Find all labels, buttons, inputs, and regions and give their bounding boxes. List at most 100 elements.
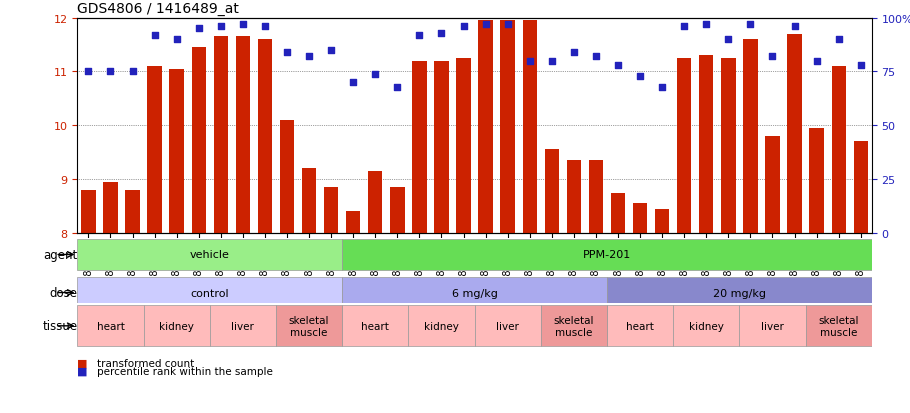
Point [302,54,317,61]
Text: transformed count: transformed count [97,358,195,368]
Bar [854,142,868,233]
Bar [655,209,670,233]
Text: ■: ■ [77,358,88,368]
Bar [541,306,607,347]
Bar [787,35,802,233]
Bar [699,56,713,233]
Point [655,84,670,90]
Bar [809,129,824,233]
Bar [258,40,272,233]
Point [787,24,802,31]
Bar [522,21,537,233]
Text: ■: ■ [77,366,88,376]
Bar [346,212,360,233]
Point [479,22,493,28]
Bar [832,67,846,233]
Bar [412,62,427,233]
Point [743,22,758,28]
Text: 6 mg/kg: 6 mg/kg [451,288,498,298]
Bar [342,278,607,308]
Point [169,37,184,43]
Bar [739,306,805,347]
Text: agent: agent [43,248,77,261]
Text: tissue: tissue [42,320,77,332]
Point [126,69,140,76]
Point [390,84,405,90]
Text: skeletal
muscle: skeletal muscle [288,315,329,337]
Bar [677,59,692,233]
Bar [632,204,647,233]
Point [456,24,470,31]
Point [191,26,206,33]
Text: heart: heart [96,321,125,331]
Bar [147,67,162,233]
Text: kidney: kidney [424,321,459,331]
Point [809,58,824,65]
Point [589,54,603,61]
Bar [611,193,625,233]
Text: control: control [190,288,229,298]
Bar [77,240,342,270]
Bar [324,188,339,233]
Point [324,47,339,54]
Point [567,50,581,56]
Bar [805,306,872,347]
Bar [302,169,317,233]
Bar [673,306,739,347]
Bar [765,137,780,233]
Point [677,24,692,31]
Text: heart: heart [361,321,389,331]
Point [434,30,449,37]
Point [632,73,647,80]
Point [412,33,427,39]
Point [699,22,713,28]
Point [854,62,868,69]
Point [279,50,294,56]
Point [368,71,382,78]
Text: skeletal
muscle: skeletal muscle [818,315,859,337]
Point [214,24,228,31]
Bar [501,21,515,233]
Bar [276,306,342,347]
Bar [103,183,117,233]
Bar [589,161,603,233]
Bar [77,278,342,308]
Point [721,37,735,43]
Text: vehicle: vehicle [190,250,229,260]
Point [522,58,537,65]
Bar [409,306,475,347]
Bar [721,59,735,233]
Bar [209,306,276,347]
Text: liver: liver [496,321,519,331]
Bar [342,306,409,347]
Bar [279,121,294,233]
Bar [475,306,541,347]
Text: kidney: kidney [159,321,194,331]
Point [81,69,96,76]
Text: liver: liver [231,321,254,331]
Bar [169,69,184,233]
Bar [607,278,872,308]
Point [346,80,360,86]
Bar [567,161,581,233]
Point [236,22,250,28]
Bar [81,190,96,233]
Bar [479,21,493,233]
Bar [126,190,140,233]
Bar [144,306,209,347]
Text: percentile rank within the sample: percentile rank within the sample [97,366,273,376]
Bar [456,59,470,233]
Point [765,54,780,61]
Bar [342,240,872,270]
Point [544,58,559,65]
Point [832,37,846,43]
Text: 20 mg/kg: 20 mg/kg [713,288,766,298]
Bar [390,188,405,233]
Text: kidney: kidney [689,321,723,331]
Point [147,33,162,39]
Point [103,69,117,76]
Text: GDS4806 / 1416489_at: GDS4806 / 1416489_at [77,2,239,16]
Point [611,62,625,69]
Bar [434,62,449,233]
Text: skeletal
muscle: skeletal muscle [553,315,594,337]
